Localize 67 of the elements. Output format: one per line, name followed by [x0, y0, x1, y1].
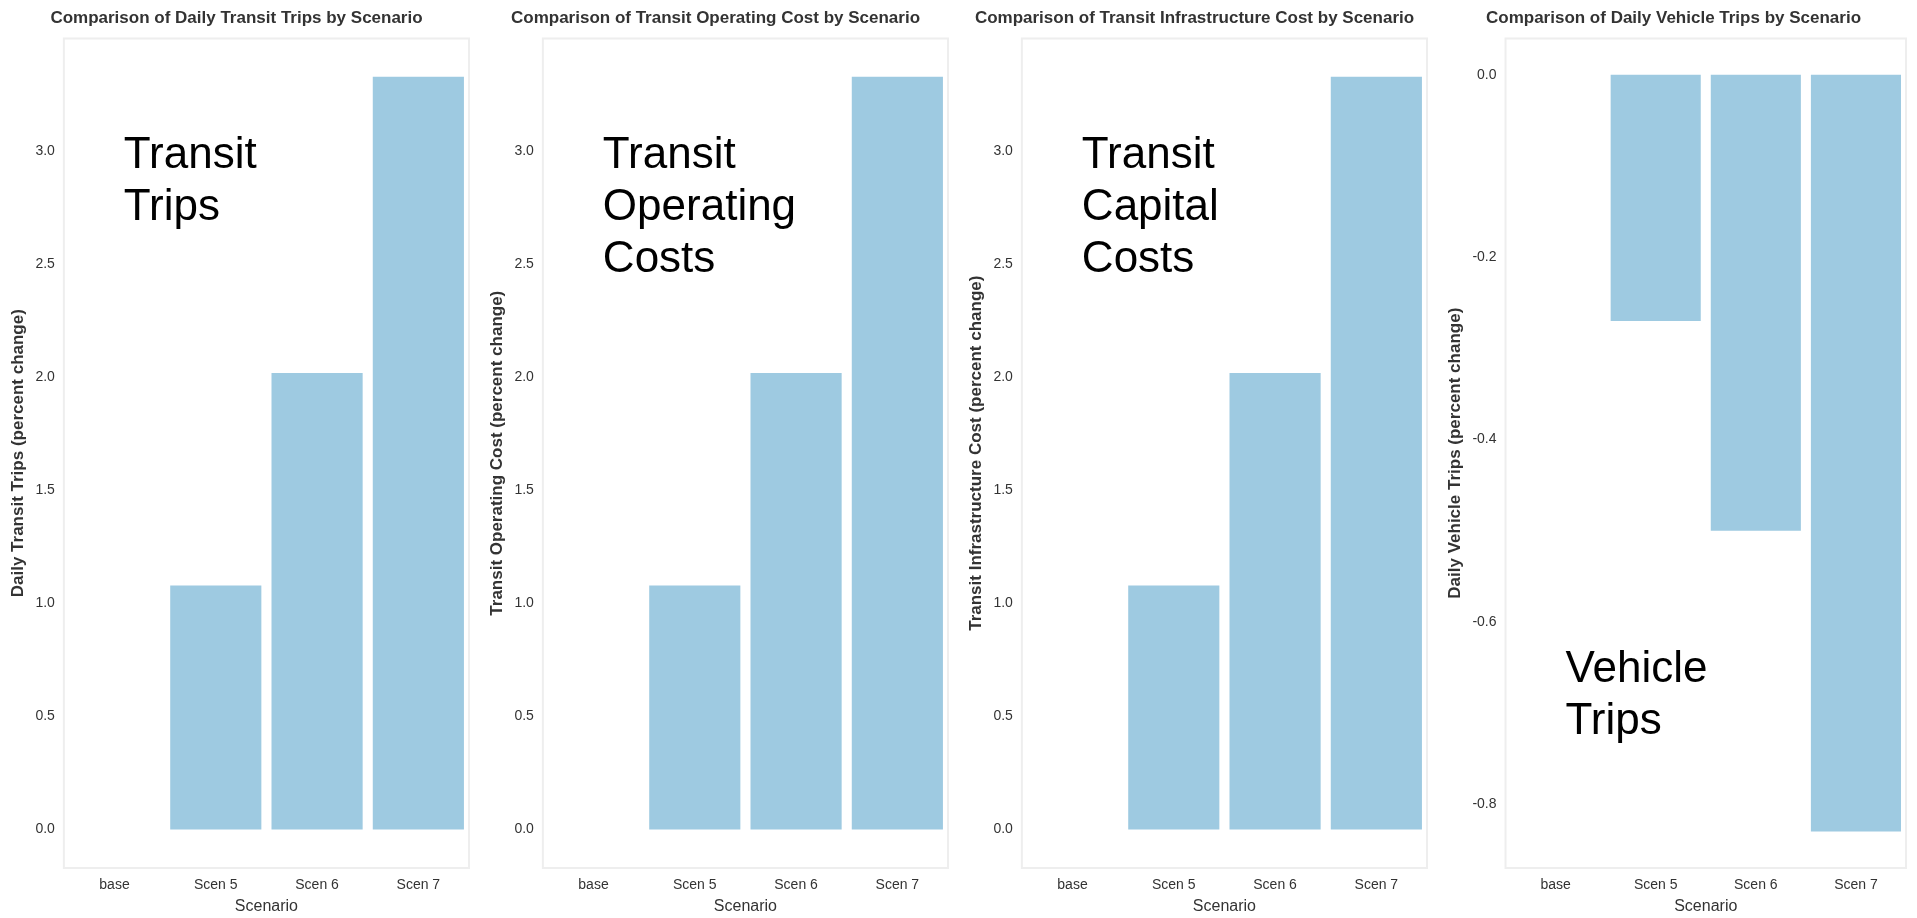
bar — [649, 585, 741, 830]
y-tick-label: 2.5 — [993, 255, 1014, 272]
y-tick-label: 1.0 — [35, 594, 56, 611]
y-tick-label: 1.5 — [514, 481, 535, 498]
chart-title: Comparison of Daily Transit Trips by Scenario — [50, 7, 423, 27]
x-tick-label: Scen 7 — [1834, 876, 1878, 893]
y-axis-title: Daily Vehicle Trips (percent change) — [1444, 307, 1464, 599]
x-axis-title: Scenario — [713, 896, 778, 914]
bar — [750, 372, 842, 830]
y-axis-title: Daily Transit Trips (percent change) — [7, 309, 27, 598]
y-tick-label: -0.2 — [1472, 248, 1497, 265]
x-axis-title: Scenario — [1192, 896, 1257, 914]
x-tick-label: Scen 5 — [1633, 876, 1678, 893]
y-tick-label: 2.0 — [993, 368, 1014, 385]
bar — [170, 585, 262, 830]
x-tick-label: base — [578, 876, 609, 893]
x-axis-title: Scenario — [234, 896, 299, 914]
bar — [851, 76, 943, 830]
y-tick-label: -0.4 — [1472, 430, 1497, 447]
y-tick-label: 2.5 — [514, 255, 535, 272]
x-tick-label: Scen 6 — [774, 876, 819, 893]
bar — [271, 372, 363, 830]
bar — [372, 76, 464, 830]
chart-title: Comparison of Transit Operating Cost by Scenario — [510, 7, 921, 27]
annotation: Transit Trips — [123, 127, 257, 229]
y-tick-label: 2.0 — [514, 368, 535, 385]
annotation: Transit Operating Costs — [602, 127, 797, 281]
y-tick-label: 1.5 — [35, 481, 56, 498]
y-tick-label: 1.5 — [993, 481, 1014, 498]
y-tick-label: 0.5 — [514, 707, 535, 724]
x-axis-title: Scenario — [1674, 896, 1738, 914]
x-tick-label: Scen 6 — [295, 876, 340, 893]
bar — [1330, 76, 1422, 830]
y-tick-label: 0.0 — [1477, 65, 1497, 82]
x-tick-label: Scen 7 — [875, 876, 920, 893]
y-tick-label: -0.6 — [1472, 612, 1497, 629]
y-tick-label: 3.0 — [993, 142, 1014, 159]
y-tick-label: 3.0 — [514, 142, 535, 159]
x-tick-label: Scen 7 — [1354, 876, 1399, 893]
x-tick-label: Scen 5 — [193, 876, 238, 893]
x-tick-label: Scen 6 — [1734, 876, 1778, 893]
x-tick-label: base — [1540, 876, 1571, 893]
x-tick-label: base — [1057, 876, 1088, 893]
annotation: Transit Capital Costs — [1081, 127, 1219, 281]
y-tick-label: 1.0 — [993, 594, 1014, 611]
x-tick-label: Scen 5 — [1151, 876, 1196, 893]
x-tick-label: Scen 5 — [672, 876, 717, 893]
x-tick-label: Scen 6 — [1253, 876, 1298, 893]
y-tick-label: 3.0 — [35, 142, 56, 159]
y-axis-title: Transit Infrastructure Cost (percent change) — [965, 275, 985, 631]
y-tick-label: 1.0 — [514, 594, 535, 611]
x-tick-label: base — [99, 876, 130, 893]
chart-title: Comparison of Transit Infrastructure Cost by Scenario — [974, 7, 1415, 27]
annotation: Vehicle Trips — [1565, 642, 1708, 744]
bar — [1229, 372, 1321, 830]
y-tick-label: 0.0 — [514, 820, 535, 837]
y-tick-label: -0.8 — [1472, 795, 1497, 812]
y-tick-label: 0.0 — [35, 820, 56, 837]
chart-title: Comparison of Daily Vehicle Trips by Scenario — [1485, 7, 1862, 27]
bar — [1128, 585, 1220, 830]
y-tick-label: 0.5 — [993, 707, 1014, 724]
y-tick-label: 0.0 — [993, 820, 1014, 837]
y-axis-title: Transit Operating Cost (percent change) — [486, 290, 506, 616]
y-tick-label: 2.0 — [35, 368, 56, 385]
y-tick-label: 0.5 — [35, 707, 56, 724]
x-tick-label: Scen 7 — [396, 876, 441, 893]
y-tick-label: 2.5 — [35, 255, 56, 272]
